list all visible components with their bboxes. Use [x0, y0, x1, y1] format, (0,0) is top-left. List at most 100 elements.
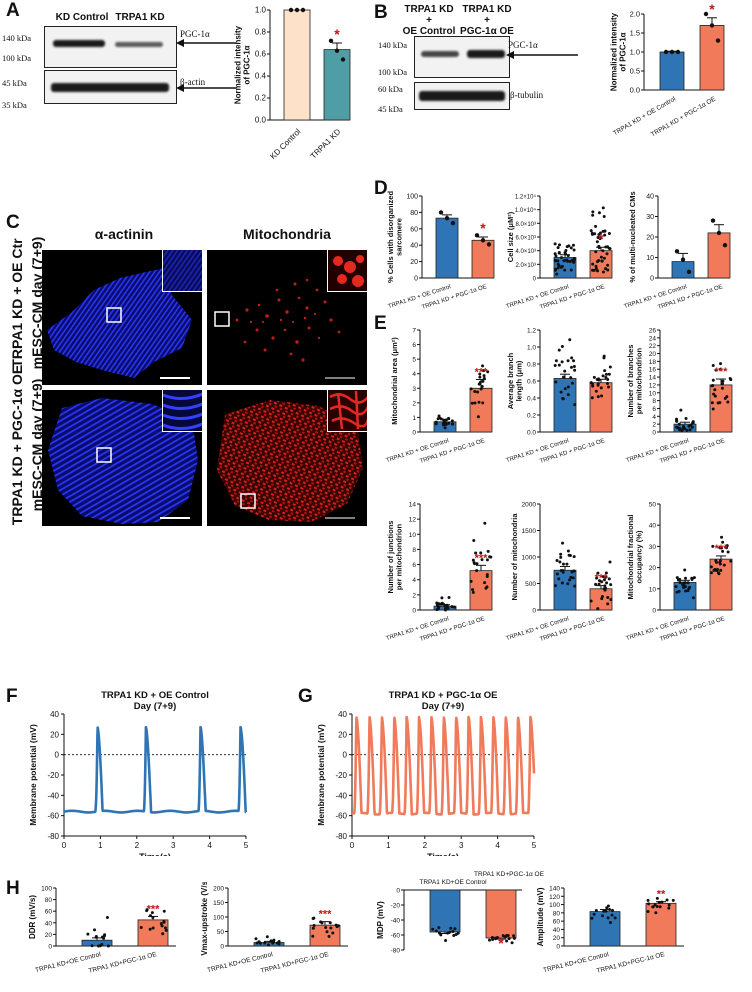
data-point [718, 559, 722, 563]
data-point [254, 937, 258, 941]
y-axis-label: Membrane potential (mV) [316, 724, 326, 826]
data-point [151, 916, 155, 920]
data-point [671, 898, 675, 902]
data-point [675, 576, 679, 580]
x-tick-label: 3 [459, 841, 464, 850]
data-point [561, 397, 565, 401]
data-point [653, 903, 657, 907]
data-point [605, 252, 609, 256]
data-point [470, 401, 474, 405]
arrow-icon [176, 84, 236, 92]
data-point [573, 368, 577, 372]
data-point [553, 584, 557, 588]
data-point [447, 595, 451, 599]
data-point [162, 909, 166, 913]
data-point [481, 379, 485, 383]
data-point [691, 596, 695, 600]
x-tick-label: 0 [350, 841, 355, 850]
data-point [477, 400, 481, 404]
data-point [446, 606, 450, 610]
data-point [553, 363, 557, 367]
data-point [663, 49, 669, 55]
data-point [494, 937, 498, 941]
data-point [559, 552, 563, 556]
data-point [572, 258, 576, 262]
y-tick-label: 80 [45, 897, 53, 904]
inset-image [333, 255, 364, 287]
category-label: TRPA1 KD + PGC-1α OE [659, 438, 725, 465]
data-point [566, 359, 570, 363]
data-point [479, 387, 483, 391]
data-point [449, 926, 453, 930]
y-tick-label: 100 [41, 886, 52, 893]
y-tick-label: 50 [649, 502, 657, 509]
y-tick-label: 0 [652, 608, 656, 615]
y-tick-label: 1.0 [630, 48, 640, 57]
data-point [486, 242, 492, 247]
mw-marker: 45 kDa [2, 78, 27, 88]
y-tick-label: 8.0×10³ [515, 222, 536, 228]
data-point [594, 224, 598, 228]
category-label: TRPA1 KD + OE Control [506, 616, 570, 642]
y-tick-label: 24 [649, 335, 657, 342]
chart-title: TRPA1 KD + OE Control [101, 690, 209, 701]
data-point [436, 417, 440, 421]
data-point [100, 942, 104, 946]
blot-band [421, 51, 459, 57]
data-point [567, 553, 571, 557]
data-point [450, 220, 456, 226]
micrograph-actinin-pgc1a [42, 390, 202, 526]
y-tick-label: 1.0 [255, 6, 267, 15]
data-point [604, 909, 608, 913]
data-point [561, 562, 565, 566]
category-label: TRPA1 KD + OE Control [626, 616, 690, 642]
data-point [684, 576, 688, 580]
y-tick-label: -20 [47, 771, 59, 780]
category-label: TRPA1 KD + OE Control [388, 284, 452, 310]
data-point [711, 407, 715, 411]
y-tick-label: 14 [409, 502, 417, 509]
mw-marker: 45 kDa [378, 104, 403, 114]
data-point [434, 929, 438, 933]
significance-marker: * [334, 26, 340, 42]
data-point [691, 420, 695, 424]
data-point [560, 345, 564, 349]
data-point [258, 941, 262, 945]
data-point [594, 389, 598, 393]
data-point [601, 575, 605, 579]
y-tick-label: 2.0 [630, 10, 640, 19]
data-point [601, 229, 605, 233]
data-point [507, 937, 511, 941]
y-tick-label: 40 [338, 710, 347, 719]
data-point [94, 935, 98, 939]
y-tick-label: 100 [549, 902, 560, 909]
cell-image [214, 278, 355, 379]
data-point [680, 257, 686, 262]
data-point [651, 905, 655, 909]
category-label: TRPA1 KD + OE Control [612, 95, 677, 137]
y-axis-label: Number of branches [626, 345, 635, 418]
data-point [512, 936, 516, 940]
data-point [599, 386, 603, 390]
data-point [660, 900, 664, 904]
data-point [435, 602, 439, 606]
data-point [150, 911, 154, 915]
data-point [605, 382, 609, 386]
data-point [559, 555, 563, 559]
data-point [590, 396, 594, 400]
data-point [572, 248, 576, 252]
data-point [558, 560, 562, 564]
data-point [438, 210, 444, 215]
data-point [446, 931, 450, 935]
y-tick-label: -60 [391, 933, 401, 940]
data-point [594, 582, 598, 586]
data-point [607, 372, 611, 376]
column-header: Mitochondria [243, 226, 331, 242]
data-point [607, 231, 611, 235]
mw-marker: 35 kDa [2, 100, 27, 110]
data-point [686, 589, 690, 593]
data-point [486, 549, 490, 553]
data-point [593, 232, 597, 236]
y-tick-label: 40 [649, 523, 657, 530]
